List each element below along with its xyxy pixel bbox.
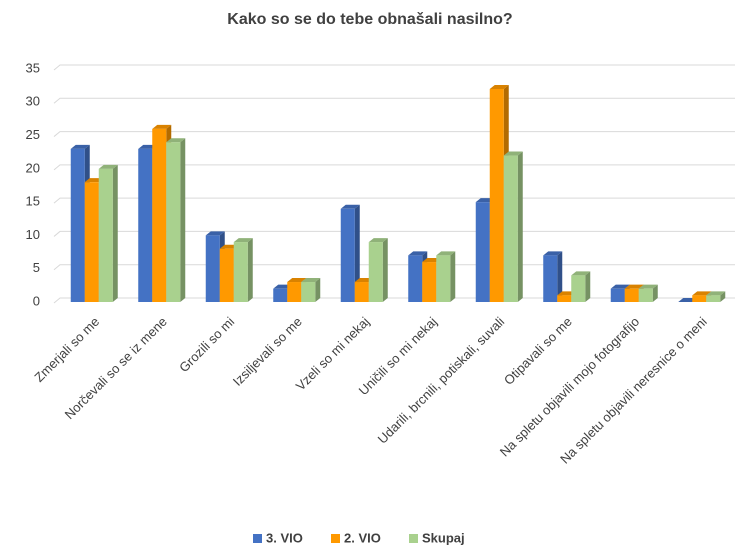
bar-top: [301, 278, 321, 283]
x-tick-label: Grozili so mi: [176, 314, 237, 375]
legend-swatch: [253, 534, 262, 543]
bar-top: [543, 251, 563, 256]
bar-top: [340, 204, 360, 209]
bar: [70, 148, 85, 302]
y-tick-label: 35: [26, 60, 40, 75]
bar: [638, 288, 653, 302]
bar-top: [205, 231, 225, 236]
bar-side: [517, 151, 523, 302]
bar-side: [652, 284, 658, 302]
bar: [233, 242, 248, 302]
x-tick-label: Na spletu objavili neresnice o meni: [557, 314, 710, 467]
bar: [84, 182, 99, 302]
grid-line: [53, 97, 735, 104]
bar: [489, 88, 504, 302]
bar: [287, 282, 302, 302]
y-tick-label: 20: [26, 160, 40, 175]
chart-title: Kako so se do tebe obnašali nasilno?: [227, 11, 512, 28]
bar: [436, 255, 451, 302]
bar-top: [489, 84, 509, 89]
bar-side: [112, 164, 118, 302]
bar-top: [624, 284, 644, 289]
bar-side: [585, 271, 591, 302]
bar: [475, 202, 490, 302]
bar: [98, 168, 113, 302]
bar: [557, 295, 572, 302]
grid-line: [53, 131, 735, 137]
bar-top: [70, 144, 90, 149]
bar: [301, 282, 316, 302]
bar-top: [368, 238, 388, 243]
x-tick-label: Zmerjali so me: [31, 314, 102, 385]
bar-top: [503, 151, 523, 156]
bar: [138, 148, 153, 302]
bar: [408, 255, 423, 302]
bar: [340, 208, 355, 302]
legend-label: 3. VIO: [266, 530, 303, 545]
bar: [624, 288, 639, 302]
bar: [166, 142, 181, 302]
bar: [354, 282, 369, 302]
bar-top: [692, 291, 712, 296]
bar: [152, 128, 167, 302]
bar-side: [315, 278, 321, 302]
y-tick-label: 25: [26, 127, 40, 142]
x-tick-label: Na spletu objavili mojo fotografijo: [497, 314, 643, 460]
bar-side: [382, 238, 388, 302]
bar-top: [436, 251, 456, 256]
bar: [368, 242, 383, 302]
bar: [571, 275, 586, 302]
bar-top: [638, 284, 658, 289]
x-tick-label: Udarili, brcnili, potiskali, suvali: [375, 314, 508, 447]
bar: [692, 295, 707, 302]
y-tick-label: 15: [26, 194, 40, 209]
bar-side: [450, 251, 456, 302]
x-tick-label: Izsiljevali so me: [230, 314, 305, 389]
legend-swatch: [331, 534, 340, 543]
bar: [205, 235, 220, 302]
grid-line: [53, 64, 735, 71]
bar: [543, 255, 558, 302]
y-tick-label: 0: [33, 293, 40, 308]
y-tick-label: 5: [33, 260, 40, 275]
bar-top: [610, 284, 630, 289]
bar: [219, 248, 234, 302]
bar: [706, 295, 721, 302]
bar-top: [233, 238, 253, 243]
y-tick-label: 10: [26, 227, 40, 242]
legend-label: 2. VIO: [344, 530, 381, 545]
legend-swatch: [409, 534, 418, 543]
bar-side: [557, 251, 563, 302]
bar-top: [287, 278, 307, 283]
bar: [273, 288, 288, 302]
x-tick-label: Otipavali so me: [501, 314, 575, 388]
bar-side: [720, 291, 726, 302]
bar: [503, 155, 518, 302]
bar-side: [354, 204, 360, 302]
bar-top: [152, 124, 172, 129]
bar-top: [571, 271, 591, 276]
y-tick-label: 30: [26, 94, 40, 109]
bar-top: [98, 164, 118, 169]
bar-top: [706, 291, 726, 296]
bar-side: [247, 238, 253, 302]
bar-top: [408, 251, 428, 256]
bar: [610, 288, 625, 302]
legend-label: Skupaj: [422, 530, 465, 545]
bar: [422, 262, 437, 302]
bar-side: [180, 138, 186, 302]
bar-top: [166, 138, 186, 143]
